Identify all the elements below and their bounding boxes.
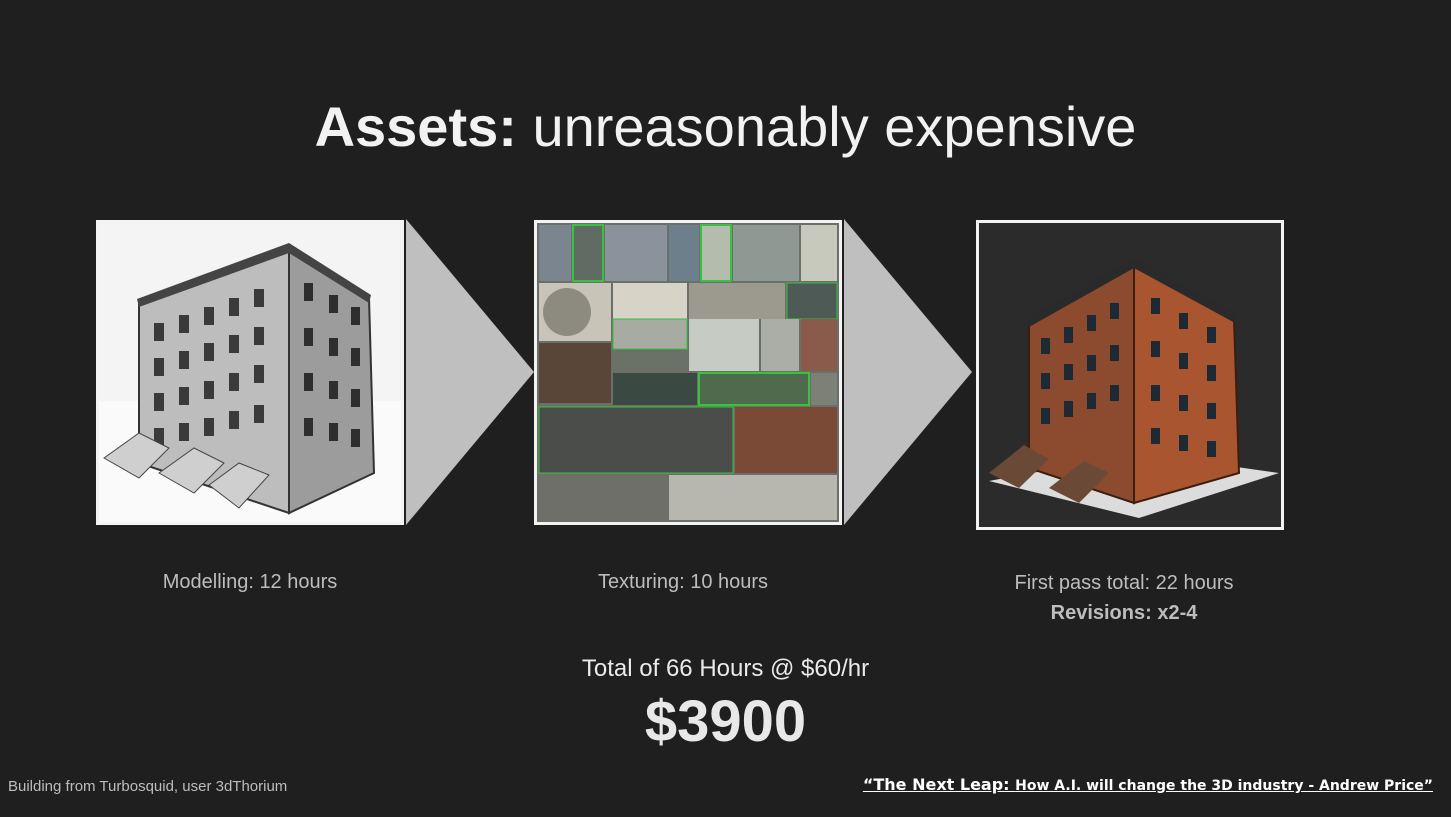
arrow-right-icon [406, 219, 534, 525]
revisions-caption: Revisions: x2-4 [1050, 602, 1198, 624]
first-pass-caption: First pass total: 22 hours [1014, 572, 1234, 594]
slide-title-bold: Assets: [314, 95, 517, 158]
source-quote: “The Next Leap: How A.I. will change the… [863, 775, 1433, 794]
quote-subtitle: How A.I. will change the 3D industry - A… [1015, 778, 1433, 794]
image-credit: Building from Turbosquid, user 3dThorium [8, 778, 288, 795]
first-pass-image [976, 220, 1284, 530]
texturing-caption: Texturing: 10 hours [597, 571, 769, 593]
modelling-caption: Modelling: 12 hours [162, 571, 338, 593]
total-price: $3900 [644, 689, 807, 754]
slide-title-rest: unreasonably expensive [516, 95, 1137, 158]
total-hours-text: Total of 66 Hours @ $60/hr [581, 655, 870, 682]
modelling-image [96, 220, 404, 525]
quote-title: “The Next Leap: [862, 775, 1016, 794]
slide-title: Assets: unreasonably expensive [0, 95, 1451, 159]
texturing-image [534, 220, 842, 525]
arrow-right-icon [844, 219, 972, 525]
